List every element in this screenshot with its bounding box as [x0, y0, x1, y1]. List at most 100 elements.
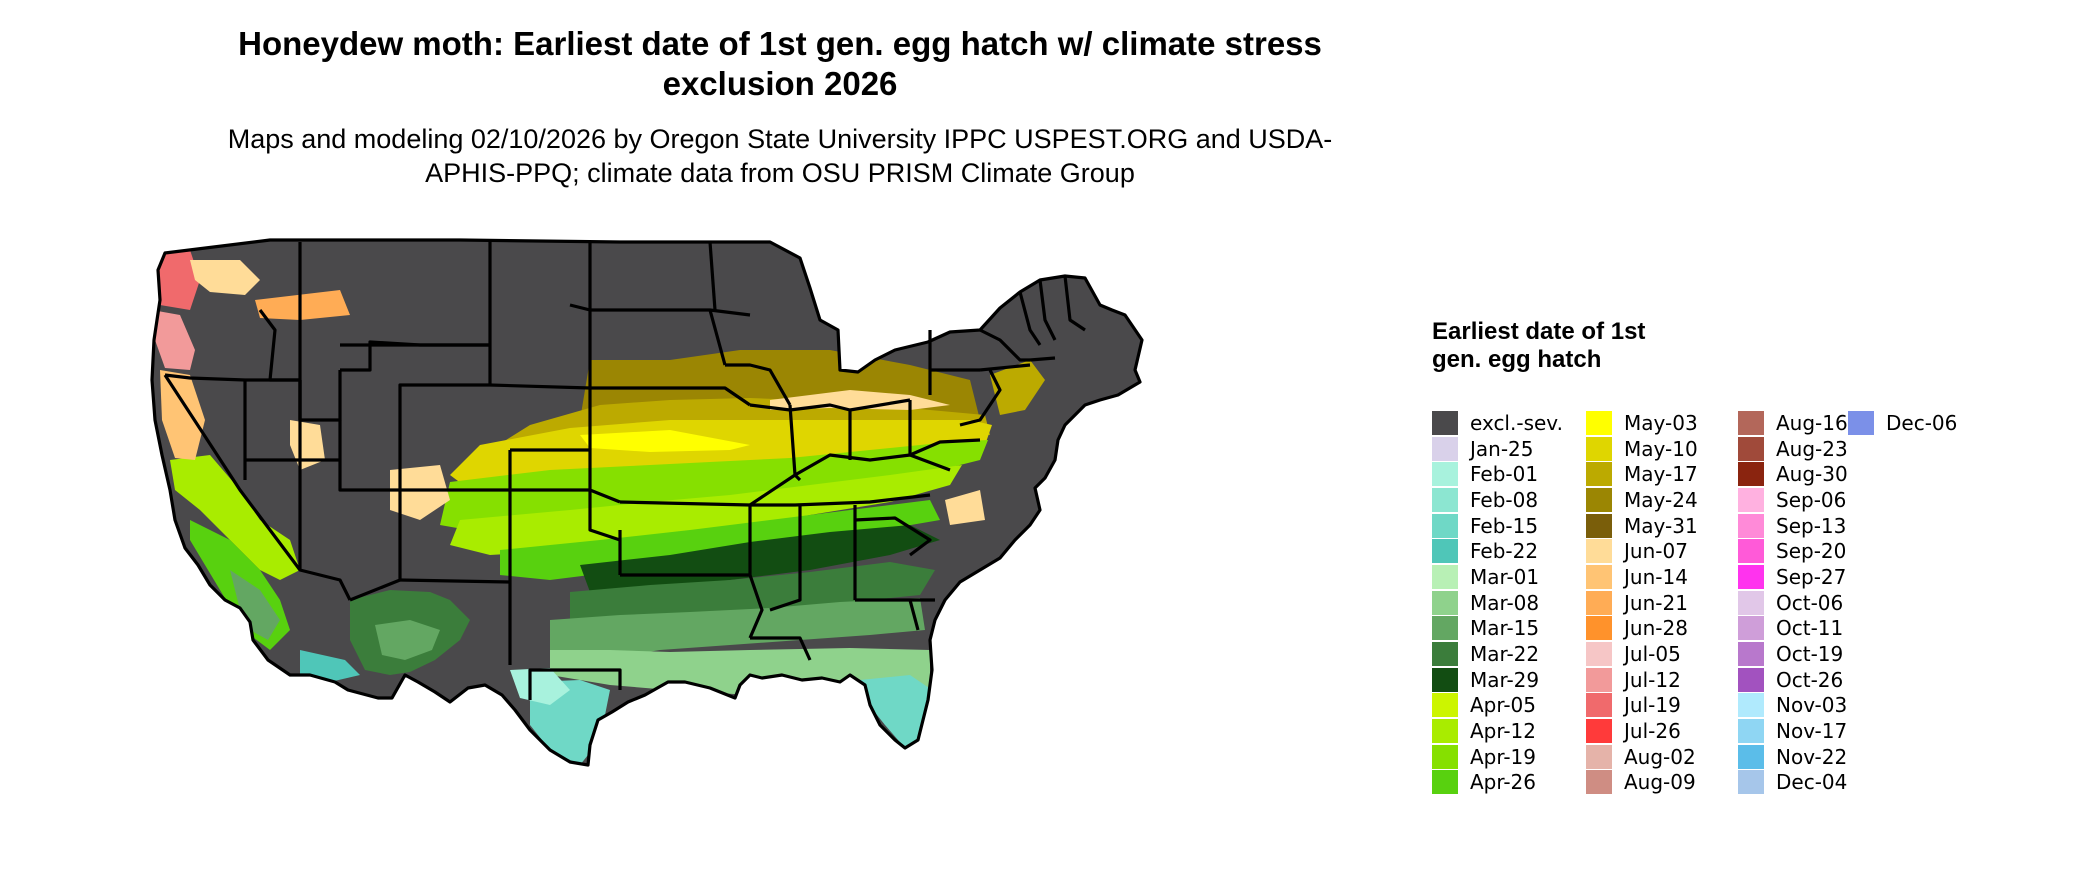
legend-swatch: [1586, 539, 1612, 564]
legend-swatch: [1432, 744, 1458, 769]
legend-item: Nov-03: [1738, 693, 1848, 719]
legend-column: Aug-16 Aug-23 Aug-30 Sep-06 Sep-13 Sep-20 Sep-…: [1738, 410, 1848, 795]
legend-swatch: [1738, 436, 1764, 461]
legend-swatch: [1586, 462, 1612, 487]
legend-label: Mar-22: [1470, 642, 1540, 667]
legend-item: May-10: [1586, 436, 1698, 462]
legend-swatch: [1586, 719, 1612, 744]
legend-swatch: [1738, 616, 1764, 641]
legend-column: May-03 May-10 May-17 May-24 May-31 Jun-07 Jun-…: [1586, 410, 1698, 795]
legend-label: Oct-06: [1776, 590, 1844, 615]
legend-swatch: [1586, 436, 1612, 461]
legend-item: Feb-01: [1432, 461, 1563, 487]
legend-item: Aug-23: [1738, 436, 1848, 462]
legend-swatch: [1586, 770, 1612, 795]
legend-item: Apr-19: [1432, 744, 1563, 770]
legend-swatch: [1586, 693, 1612, 718]
legend-item: Oct-06: [1738, 590, 1848, 616]
legend-label: Nov-22: [1776, 744, 1848, 769]
legend-label: excl.-sev.: [1470, 410, 1563, 435]
legend-label: Sep-06: [1776, 487, 1847, 512]
legend-swatch: [1738, 693, 1764, 718]
legend-swatch: [1432, 590, 1458, 615]
legend-item: Sep-20: [1738, 538, 1848, 564]
legend-item: Aug-16: [1738, 410, 1848, 436]
legend-column: excl.-sev. Jan-25 Feb-01 Feb-08 Feb-15 Feb-22…: [1432, 410, 1563, 795]
legend-swatch: [1586, 667, 1612, 692]
legend-label: May-10: [1624, 436, 1698, 461]
legend-swatch: [1432, 539, 1458, 564]
legend-label: Oct-19: [1776, 642, 1844, 667]
legend-item: May-03: [1586, 410, 1698, 436]
legend-label: Aug-09: [1624, 770, 1696, 795]
legend-label: Apr-12: [1470, 719, 1536, 744]
legend-item: Jun-21: [1586, 590, 1698, 616]
legend-label: Oct-26: [1776, 667, 1844, 692]
legend-swatch: [1738, 487, 1764, 512]
legend-item: Mar-15: [1432, 616, 1563, 642]
legend-item: Apr-26: [1432, 770, 1563, 796]
legend-label: Aug-02: [1624, 744, 1696, 769]
legend-swatch: [1586, 590, 1612, 615]
legend-title: Earliest date of 1st gen. egg hatch: [1432, 318, 1646, 373]
legend-item: Sep-27: [1738, 564, 1848, 590]
legend-swatch: [1738, 667, 1764, 692]
legend-item: Nov-22: [1738, 744, 1848, 770]
legend-label: Aug-30: [1776, 462, 1848, 487]
legend-item: Mar-29: [1432, 667, 1563, 693]
legend-item: Aug-09: [1586, 770, 1698, 796]
legend-column: Dec-06: [1848, 410, 1957, 436]
legend-swatch: [1738, 642, 1764, 667]
legend-swatch: [1738, 462, 1764, 487]
legend-label: Oct-11: [1776, 616, 1844, 641]
legend-swatch: [1432, 513, 1458, 538]
legend-swatch: [1738, 590, 1764, 615]
legend-swatch: [1432, 487, 1458, 512]
legend-swatch: [1432, 436, 1458, 461]
legend-swatch: [1586, 642, 1612, 667]
legend-swatch: [1586, 744, 1612, 769]
legend-item: Apr-05: [1432, 693, 1563, 719]
legend-label: Jul-26: [1624, 719, 1681, 744]
legend-swatch: [1738, 744, 1764, 769]
legend-item: Aug-30: [1738, 461, 1848, 487]
legend-item: Mar-22: [1432, 641, 1563, 667]
legend-label: Mar-29: [1470, 667, 1540, 692]
legend-swatch: [1738, 539, 1764, 564]
legend-label: Feb-01: [1470, 462, 1539, 487]
legend-label: Sep-13: [1776, 513, 1847, 538]
legend-label: May-17: [1624, 462, 1698, 487]
legend-swatch: [1738, 410, 1764, 435]
legend-label: Jul-05: [1624, 642, 1681, 667]
legend-item: May-31: [1586, 513, 1698, 539]
legend-swatch: [1432, 667, 1458, 692]
legend-item: Jun-28: [1586, 616, 1698, 642]
legend-label: Jun-21: [1624, 590, 1688, 615]
legend-label: Nov-03: [1776, 693, 1848, 718]
legend-item: Oct-11: [1738, 616, 1848, 642]
legend-swatch: [1738, 719, 1764, 744]
legend-label: Sep-27: [1776, 564, 1847, 589]
legend-item: Oct-26: [1738, 667, 1848, 693]
legend-swatch: [1586, 487, 1612, 512]
legend-item: Jul-26: [1586, 718, 1698, 744]
legend-label: Jun-28: [1624, 616, 1688, 641]
legend-label: Nov-17: [1776, 719, 1848, 744]
legend-item: Mar-01: [1432, 564, 1563, 590]
legend-swatch: [1586, 410, 1612, 435]
legend-label: Aug-16: [1776, 410, 1848, 435]
legend-label: Feb-15: [1470, 513, 1539, 538]
legend-swatch: [1432, 462, 1458, 487]
legend-label: May-24: [1624, 487, 1698, 512]
legend-label: Mar-15: [1470, 616, 1540, 641]
legend-item: Jun-07: [1586, 538, 1698, 564]
legend-swatch: [1738, 770, 1764, 795]
legend-label: Sep-20: [1776, 539, 1847, 564]
legend-item: Jul-05: [1586, 641, 1698, 667]
legend-swatch: [1432, 616, 1458, 641]
legend-label: May-31: [1624, 513, 1698, 538]
legend-swatch: [1432, 693, 1458, 718]
legend-swatch: [1586, 513, 1612, 538]
legend-label: Apr-26: [1470, 770, 1536, 795]
